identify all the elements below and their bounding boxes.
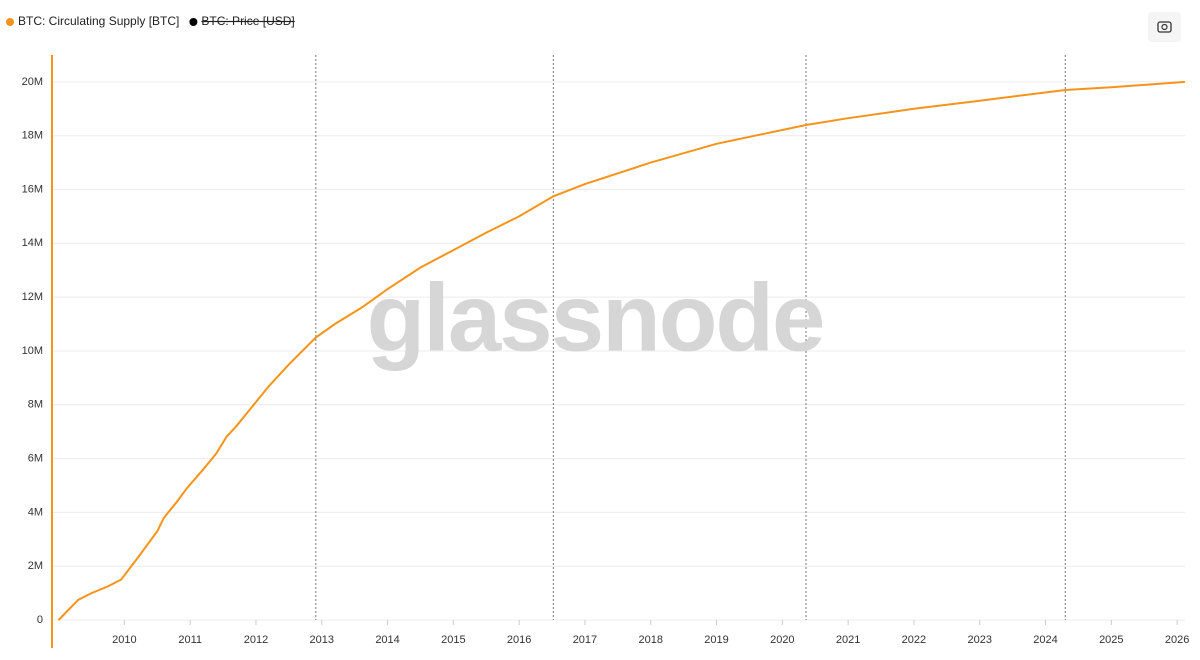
y-tick-label: 8M: [28, 399, 43, 411]
x-tick-label: 2017: [573, 634, 597, 646]
watermark: glassnode: [367, 264, 824, 371]
camera-button-bg[interactable]: [1148, 12, 1181, 42]
x-tick-label: 2015: [441, 634, 465, 646]
x-tick-label: 2010: [112, 634, 136, 646]
x-tick-label: 2022: [902, 634, 926, 646]
y-tick-label: 16M: [22, 183, 43, 195]
legend-marker: [189, 18, 198, 26]
legend-marker: [6, 18, 14, 26]
x-tick-label: 2020: [770, 634, 794, 646]
legend-label[interactable]: BTC: Circulating Supply [BTC]: [18, 14, 179, 28]
legend-label[interactable]: BTC: Price [USD]: [201, 14, 294, 28]
background-layer: [51, 55, 1185, 648]
x-tick-label: 2013: [310, 634, 334, 646]
legend: BTC: Circulating Supply [BTC] BTC: Price …: [6, 14, 295, 28]
y-tick-label: 10M: [22, 345, 43, 357]
y-tick-label: 6M: [28, 452, 43, 464]
x-tick-label: 2018: [638, 634, 662, 646]
y-tick-label: 0: [37, 614, 43, 626]
x-tick-label: 2016: [507, 634, 531, 646]
camera-icon: [1157, 21, 1172, 33]
camera-lens: [1161, 23, 1168, 31]
camera-button[interactable]: [1148, 12, 1181, 42]
x-tick-label: 2023: [967, 634, 991, 646]
x-tick-label: 2021: [836, 634, 860, 646]
x-tick-label: 2012: [244, 634, 268, 646]
x-tick-label: 2014: [375, 634, 399, 646]
y-tick-label: 20M: [22, 76, 43, 88]
x-tick-label: 2025: [1099, 634, 1123, 646]
series-line: [57, 80, 1186, 621]
y-tick-label: 14M: [22, 237, 43, 249]
y-tick-label: 18M: [22, 130, 43, 142]
x-tick-label: 2019: [704, 634, 728, 646]
x-tick-label: 2024: [1033, 634, 1057, 646]
y-tick-label: 4M: [28, 506, 43, 518]
y-tick-label: 2M: [28, 560, 43, 572]
y-tick-label: 12M: [22, 291, 43, 303]
x-tick-label: 2011: [178, 634, 202, 646]
x-tick-label: 2026: [1165, 634, 1189, 646]
